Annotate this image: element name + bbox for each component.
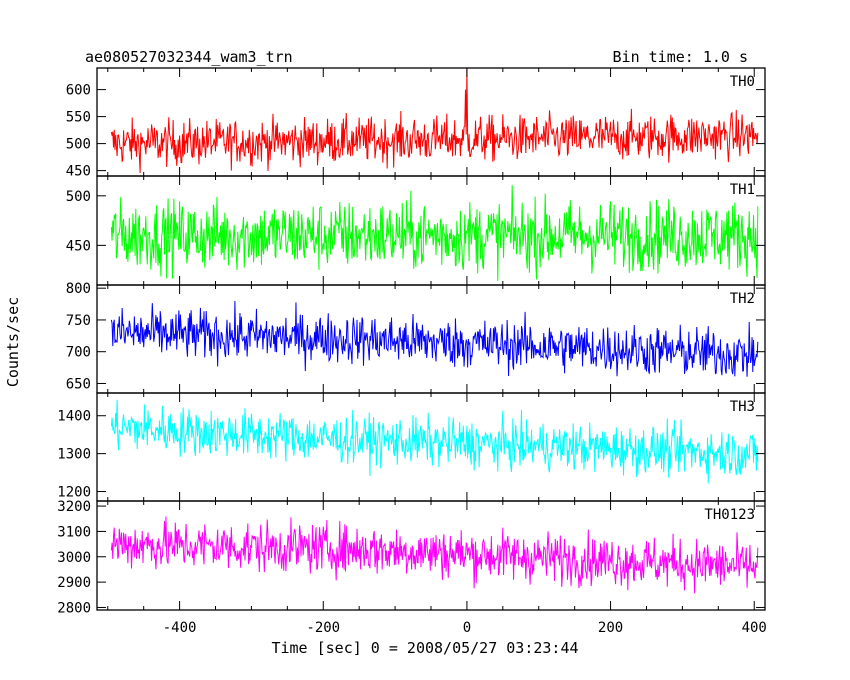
series-line-th3	[110, 399, 759, 484]
y-tick-label: 650	[66, 376, 91, 392]
x-axis: -400 -200 0 200 400	[163, 620, 767, 636]
panel-label-th2: TH2	[730, 291, 755, 307]
y-tick-label: 500	[66, 137, 91, 153]
y-tick-label: 450	[66, 164, 91, 180]
y-tick-label: 1300	[57, 447, 91, 463]
panel-label-th0123: TH0123	[704, 507, 755, 523]
x-tick-label: -400	[163, 620, 197, 636]
panel-th1: 450 500 TH1	[66, 175, 766, 286]
y-tick-label: 2800	[57, 600, 91, 616]
x-tick-label: 400	[742, 620, 767, 636]
y-tick-label: 750	[66, 313, 91, 329]
panel-th0: 450 500 550 600 TH0	[66, 67, 766, 180]
panel-label-th0: TH0	[730, 74, 755, 90]
y-tick-label: 3000	[57, 550, 91, 566]
series-line-th1	[110, 185, 759, 281]
panel-label-th1: TH1	[730, 182, 755, 198]
y-tick-label: 1400	[57, 409, 91, 425]
x-tick-label: -200	[306, 620, 340, 636]
y-tick-label: 800	[66, 281, 91, 297]
x-tick-label: 0	[463, 620, 471, 636]
y-tick-label: 600	[66, 83, 91, 99]
panel-th0123: 2800 2900 3000 3100 3200 TH0123	[57, 499, 766, 616]
y-tick-label: 1200	[57, 485, 91, 501]
panel-label-th3: TH3	[730, 399, 755, 415]
x-tick-label: 200	[598, 620, 623, 636]
y-tick-label: 2900	[57, 575, 91, 591]
series-line-th0	[110, 68, 759, 173]
y-tick-label: 550	[66, 110, 91, 126]
y-tick-label: 500	[66, 189, 91, 205]
panel-th2: 650 700 750 800 TH2	[66, 281, 766, 394]
panel-frame	[96, 67, 766, 177]
y-tick-label: 700	[66, 345, 91, 361]
x-axis-label: Time [sec] 0 = 2008/05/27 03:23:44	[271, 639, 578, 657]
chart-title: ae080527032344_wam3_trn	[85, 48, 293, 66]
y-tick-label: 450	[66, 238, 91, 254]
panel-th3: 1200 1300 1400 TH3	[57, 392, 766, 502]
series-line-th2	[110, 300, 759, 377]
panels-group: 450 500 550 600 TH0 450 500 TH1 650 700 750 800 TH2 1…	[57, 67, 766, 616]
y-tick-label: 3200	[57, 499, 91, 515]
y-tick-label: 3100	[57, 524, 91, 540]
series-line-th0123	[110, 516, 759, 594]
y-axis-label: Counts/sec	[4, 297, 22, 387]
chart-subtitle: Bin time: 1.0 s	[613, 48, 748, 66]
